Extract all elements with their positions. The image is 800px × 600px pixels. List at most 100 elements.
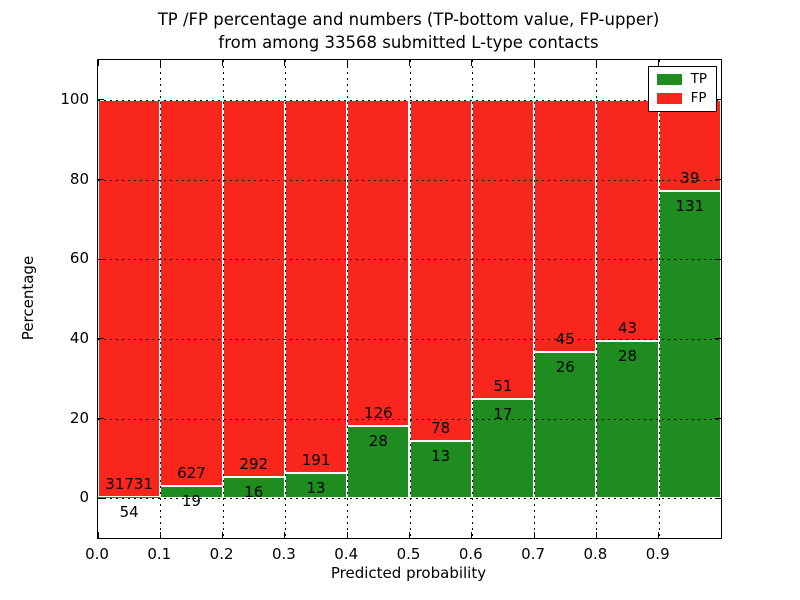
x-gridline (409, 60, 411, 538)
x-gridline (284, 60, 286, 538)
x-tick-top (346, 60, 348, 66)
x-tick-label: 0.1 (147, 545, 172, 563)
chart-title: TP /FP percentage and numbers (TP-bottom… (97, 8, 720, 54)
y-tick-left (98, 99, 104, 101)
bar-fp-segment (284, 99, 348, 473)
fp-count-label: 43 (618, 319, 638, 338)
tp-count-label: 13 (431, 447, 451, 466)
x-tick-label: 0.0 (85, 545, 109, 563)
x-tick-top (222, 60, 224, 66)
chart-title-line2: from among 33568 submitted L-type contac… (218, 33, 599, 52)
x-tick-label: 0.4 (334, 545, 359, 563)
x-tick-bottom (284, 532, 286, 538)
tp-count-label: 54 (119, 503, 139, 522)
fp-count-label: 78 (431, 419, 451, 438)
bar-fp-segment (222, 99, 285, 478)
x-tick-bottom (595, 532, 597, 538)
y-tick-label: 0 (79, 488, 89, 507)
legend: TP FP (647, 66, 717, 112)
fp-count-label: 45 (555, 330, 575, 349)
y-tick-left (98, 258, 104, 260)
fp-count-label: 31731 (105, 475, 153, 494)
fp-count-label: 292 (239, 455, 269, 474)
bar-fp-segment (347, 99, 410, 426)
x-tick-label: 0.9 (645, 545, 670, 563)
x-tick-bottom (97, 532, 99, 538)
bar-fp-segment (596, 99, 659, 342)
y-tick-left (98, 178, 104, 181)
x-tick-top (533, 60, 535, 66)
x-tick-top (658, 60, 660, 66)
x-tick-label: 0.3 (271, 545, 296, 563)
y-tick-right (715, 417, 721, 420)
y-tick-left (98, 417, 104, 420)
bar-tp-segment (284, 472, 348, 499)
bar-fp-segment (534, 99, 597, 353)
x-tick-top (595, 60, 597, 66)
y-tick-label: 100 (60, 89, 89, 108)
y-tick-left (98, 497, 104, 499)
legend-swatch-fp-icon (656, 93, 682, 104)
legend-entry-label: FP (690, 90, 707, 106)
x-gridline (222, 60, 224, 538)
bar-fp-segment (471, 99, 535, 399)
bar-tp-segment (534, 352, 597, 499)
tp-count-label: 131 (675, 197, 705, 216)
fp-count-label: 191 (301, 450, 331, 469)
bar-fp-segment (160, 99, 223, 487)
x-tick-label: 0.6 (458, 545, 483, 563)
y-tick-right (715, 178, 721, 181)
x-gridline (471, 60, 473, 538)
x-tick-bottom (222, 532, 224, 538)
y-tick-left (98, 338, 104, 340)
x-tick-bottom (658, 532, 660, 538)
x-axis-label: Predicted probability (330, 564, 487, 582)
bar-fp-segment (409, 99, 472, 442)
y-tick-label: 20 (69, 408, 89, 427)
x-tick-bottom (159, 532, 161, 538)
chart-title-line1: TP /FP percentage and numbers (TP-bottom… (157, 10, 660, 29)
x-gridline (658, 60, 660, 538)
x-tick-top (408, 60, 411, 66)
y-axis-label: Percentage (19, 255, 37, 341)
y-tick-label: 80 (69, 169, 89, 188)
tp-count-label: 17 (493, 404, 513, 423)
bar-fp-segment (98, 99, 161, 498)
y-tick-right (715, 338, 721, 340)
x-tick-label: 0.7 (521, 545, 546, 563)
x-tick-bottom (346, 532, 348, 538)
x-tick-top (284, 60, 286, 66)
x-gridline (534, 60, 536, 538)
fp-count-label: 39 (680, 169, 700, 188)
x-gridline (347, 60, 349, 538)
fp-count-label: 126 (364, 403, 393, 422)
legend-entry: TP (656, 72, 707, 86)
bar-tp-segment (596, 341, 659, 499)
plot-area: TP FP 31731 54 627 19 292 16 191 13 126 28 78 13 51 17… (97, 59, 722, 539)
y-tick-label: 40 (69, 328, 89, 347)
x-gridline (596, 60, 598, 538)
x-tick-top (159, 60, 161, 66)
x-tick-label: 0.8 (583, 545, 608, 563)
bar-tp-segment (658, 191, 721, 499)
tp-count-label: 16 (244, 483, 264, 502)
bar-tp-segment (409, 441, 472, 499)
tp-count-label: 28 (368, 431, 388, 450)
y-tick-label: 60 (69, 249, 89, 268)
x-tick-label: 0.5 (396, 545, 421, 563)
fp-count-label: 627 (177, 464, 206, 483)
bar-tp-segment (471, 398, 535, 499)
tp-count-label: 28 (618, 347, 638, 366)
legend-entry: FP (656, 90, 707, 106)
x-tick-bottom (471, 532, 473, 538)
x-gridline (160, 60, 162, 538)
x-tick-top (471, 60, 473, 66)
fp-count-label: 51 (493, 376, 513, 395)
tp-count-label: 13 (306, 478, 326, 497)
x-tick-bottom (533, 532, 535, 538)
y-tick-right (715, 497, 721, 499)
y-tick-right (715, 258, 721, 260)
x-tick-bottom (408, 532, 411, 538)
bar-fp-segment (658, 99, 721, 192)
